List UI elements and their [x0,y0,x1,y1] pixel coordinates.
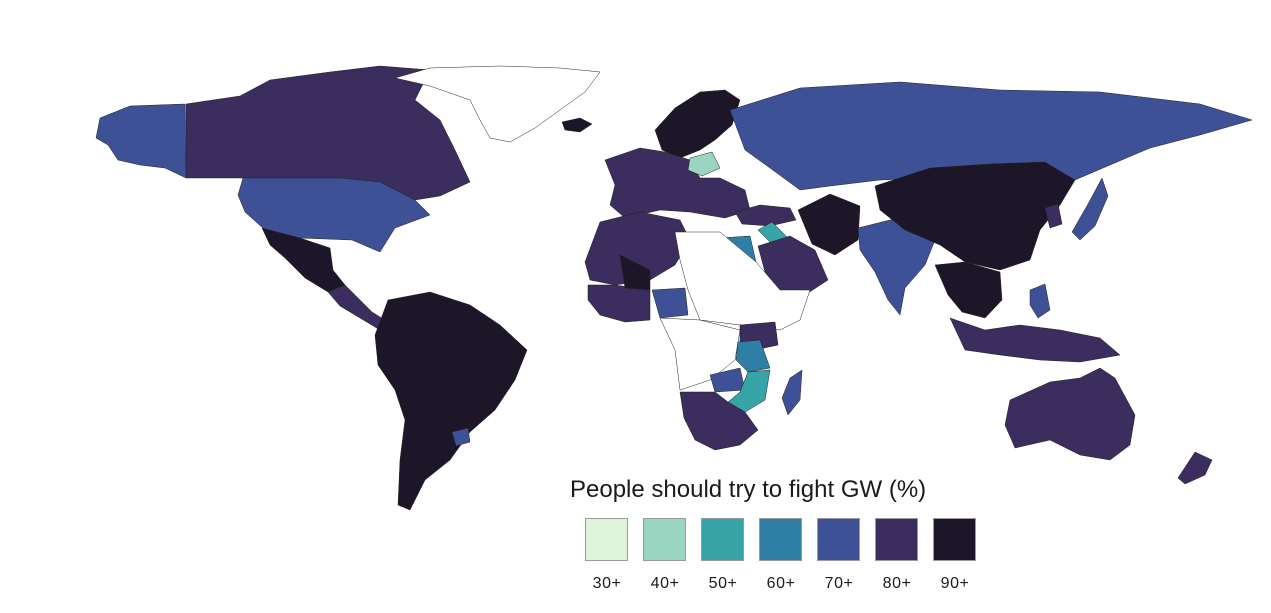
legend-label: 90+ [940,575,970,592]
region-mali [619,254,651,291]
region-nigeria [651,287,689,319]
region-turkey [734,204,797,227]
legend-title: People should try to fight GW (%) [570,476,927,503]
region-china [874,161,1076,271]
region-sahel-horn [674,231,811,331]
legend-item: 40+ [643,518,687,593]
region-poland [687,151,721,177]
region-korea [1044,203,1063,229]
region-alaska [95,103,187,179]
legend-swatch [585,518,628,561]
region-iceland [561,117,593,133]
legend-swatch [933,518,976,561]
region-australia [1004,367,1136,461]
legend-item: 90+ [933,518,977,593]
region-central-america [327,284,389,331]
region-greenland [394,65,601,143]
region-tanzania [735,339,771,373]
region-middle-east [757,235,829,296]
region-south-america [374,291,528,511]
region-indonesia [949,317,1121,363]
region-japan [1071,177,1109,241]
legend-label: 40+ [650,575,680,592]
legend-item: 60+ [759,518,803,593]
region-scandinavia [654,89,741,159]
region-west-africa [587,284,651,323]
region-southern-africa [679,391,759,451]
region-uruguay [451,427,471,447]
region-usa [237,177,431,253]
region-iran [797,193,861,256]
legend-item: 30+ [585,518,629,593]
legend-label: 60+ [766,575,796,592]
region-southeast-asia [934,261,1003,319]
legend-swatch [817,518,860,561]
legend-swatch [875,518,918,561]
legend-swatch [643,518,686,561]
legend-swatch [701,518,744,561]
legend-label: 30+ [592,575,622,592]
legend-label: 50+ [708,575,738,592]
legend-item: 70+ [817,518,861,593]
legend: People should try to fight GW (%) 30+ 40+… [570,476,1010,598]
region-russia [729,81,1253,193]
legend-swatches: 30+ 40+ 50+ 60+ 70+ 80+ 90+ [570,518,1010,598]
region-philippines [1029,283,1051,319]
legend-swatch [759,518,802,561]
legend-label: 80+ [882,575,912,592]
region-new-zealand [1177,451,1213,485]
legend-item: 80+ [875,518,919,593]
legend-label: 70+ [824,575,854,592]
region-madagascar [781,369,803,416]
region-western-europe [604,147,751,219]
legend-item: 50+ [701,518,745,593]
region-central-africa [659,317,741,391]
